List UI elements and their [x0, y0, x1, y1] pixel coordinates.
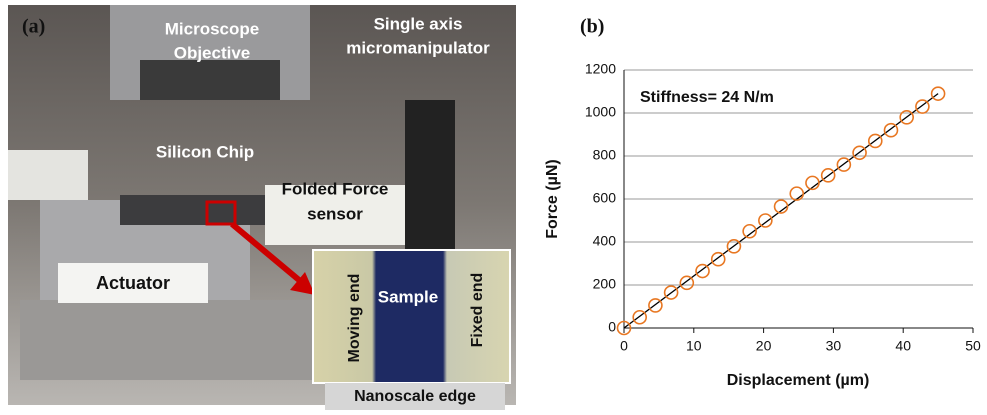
- y-tick-label: 1000: [585, 104, 616, 120]
- x-tick-label: 0: [620, 338, 628, 354]
- data-point: [805, 175, 820, 191]
- data-point: [773, 199, 789, 214]
- zoom-arrowhead: [290, 272, 315, 295]
- chart: (b) Stiffness= 24 N/m Displacement (µm) …: [544, 16, 981, 390]
- data-point: [742, 223, 757, 239]
- data-point: [852, 145, 867, 161]
- data-point: [836, 157, 852, 172]
- inset-label: Fixed end: [469, 273, 486, 348]
- panel-label: (b): [580, 16, 604, 38]
- micromanipulator-label: micromanipulator: [346, 38, 490, 57]
- actuator-label: Actuator: [96, 273, 170, 293]
- y-tick-label: 0: [608, 319, 616, 335]
- data-point: [710, 251, 726, 267]
- data-point: [663, 285, 679, 300]
- inset-caption: Nanoscale edge: [354, 388, 476, 405]
- inset-label: Moving end: [346, 274, 363, 363]
- y-tick-label: 400: [593, 233, 617, 249]
- data-point: [915, 99, 930, 114]
- x-tick-label: 40: [895, 338, 911, 354]
- inset-label: Sample: [378, 287, 438, 306]
- y-tick-label: 1200: [585, 61, 616, 77]
- chip-label: Silicon Chip: [156, 142, 254, 161]
- data-point: [616, 320, 632, 336]
- inset: [312, 249, 511, 384]
- x-tick-label: 30: [826, 338, 842, 354]
- zoom-box: [205, 200, 237, 226]
- zoom-arrow: [230, 221, 307, 288]
- data-point: [758, 213, 773, 228]
- x-tick-label: 10: [686, 338, 702, 354]
- x-tick-label: 20: [756, 338, 772, 354]
- data-point: [632, 309, 648, 325]
- x-tick-label: 50: [965, 338, 981, 354]
- data-point: [789, 186, 805, 201]
- data-point: [930, 86, 946, 101]
- data-point: [820, 168, 836, 183]
- objective-label: Microscope: [165, 19, 259, 38]
- sensor-label: Folded Force: [282, 179, 389, 198]
- data-point: [899, 110, 914, 125]
- trendline: [623, 93, 939, 329]
- data-point: [695, 263, 710, 279]
- y-tick-label: 200: [593, 276, 617, 292]
- data-point: [726, 239, 742, 254]
- y-tick-label: 600: [593, 190, 617, 206]
- data-point: [867, 133, 883, 149]
- data-point: [883, 122, 899, 138]
- x-axis-title: Displacement (µm): [727, 372, 870, 389]
- objective-label: Objective: [174, 43, 251, 62]
- sensor-label: sensor: [307, 204, 363, 223]
- power-strip: [8, 150, 88, 200]
- inset-caption-box: [325, 383, 505, 410]
- micromanipulator-body: [405, 100, 455, 250]
- photo: (a) Microscope Objective Single axis mic…: [8, 5, 516, 410]
- data-point: [679, 275, 695, 291]
- data-point: [648, 298, 663, 313]
- actuator-box: [58, 263, 208, 303]
- sensor-body: [265, 185, 415, 245]
- base-plate: [20, 300, 320, 380]
- objective-tip: [140, 60, 280, 100]
- y-tick-label: 800: [593, 147, 617, 163]
- panel-label: (a): [22, 16, 45, 38]
- micromanipulator-label: Single axis: [374, 14, 463, 33]
- chip: [120, 195, 280, 225]
- annotation: Stiffness= 24 N/m: [640, 89, 774, 106]
- y-axis-title: Force (µN): [544, 159, 561, 238]
